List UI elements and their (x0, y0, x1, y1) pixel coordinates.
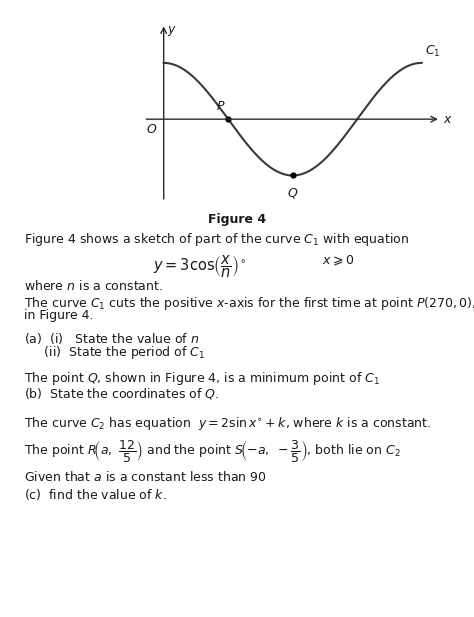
Text: $x$: $x$ (443, 113, 453, 126)
Text: $C_1$: $C_1$ (425, 44, 441, 59)
Text: The curve $C_1$ cuts the positive $x$-axis for the first time at point $P(270, 0: The curve $C_1$ cuts the positive $x$-ax… (24, 295, 474, 312)
Text: (c)  find the value of $k$.: (c) find the value of $k$. (24, 487, 166, 502)
Text: The curve $C_2$ has equation  $y = 2\sin x^{\circ} + k$, where $k$ is a constant: The curve $C_2$ has equation $y = 2\sin … (24, 415, 431, 432)
Text: The point $R\!\left(a,\ \dfrac{12}{5}\right)$ and the point $S\!\left(-a,\ -\dfr: The point $R\!\left(a,\ \dfrac{12}{5}\ri… (24, 438, 401, 464)
Text: Given that $a$ is a constant less than 90: Given that $a$ is a constant less than 9… (24, 470, 266, 484)
Text: $O$: $O$ (146, 123, 157, 136)
Text: The point $Q$, shown in Figure 4, is a minimum point of $C_1$: The point $Q$, shown in Figure 4, is a m… (24, 370, 380, 387)
Text: in Figure 4.: in Figure 4. (24, 308, 93, 321)
Text: Figure 4: Figure 4 (208, 213, 266, 226)
Text: $Q$: $Q$ (287, 186, 298, 200)
Text: where $n$ is a constant.: where $n$ is a constant. (24, 279, 163, 293)
Text: (a)  (i)   State the value of $n$: (a) (i) State the value of $n$ (24, 331, 199, 346)
Text: Figure 4 shows a sketch of part of the curve $C_1$ with equation: Figure 4 shows a sketch of part of the c… (24, 231, 409, 249)
Text: $y$: $y$ (166, 25, 176, 38)
Text: $x \geqslant 0$: $x \geqslant 0$ (322, 254, 355, 268)
Text: $y = 3\cos\!\left(\dfrac{x}{n}\right)^{\!\circ}$: $y = 3\cos\!\left(\dfrac{x}{n}\right)^{\… (153, 253, 246, 280)
Text: (b)  State the coordinates of $Q$.: (b) State the coordinates of $Q$. (24, 386, 219, 401)
Text: $P$: $P$ (216, 99, 226, 112)
Text: (ii)  State the period of $C_1$: (ii) State the period of $C_1$ (24, 344, 205, 361)
